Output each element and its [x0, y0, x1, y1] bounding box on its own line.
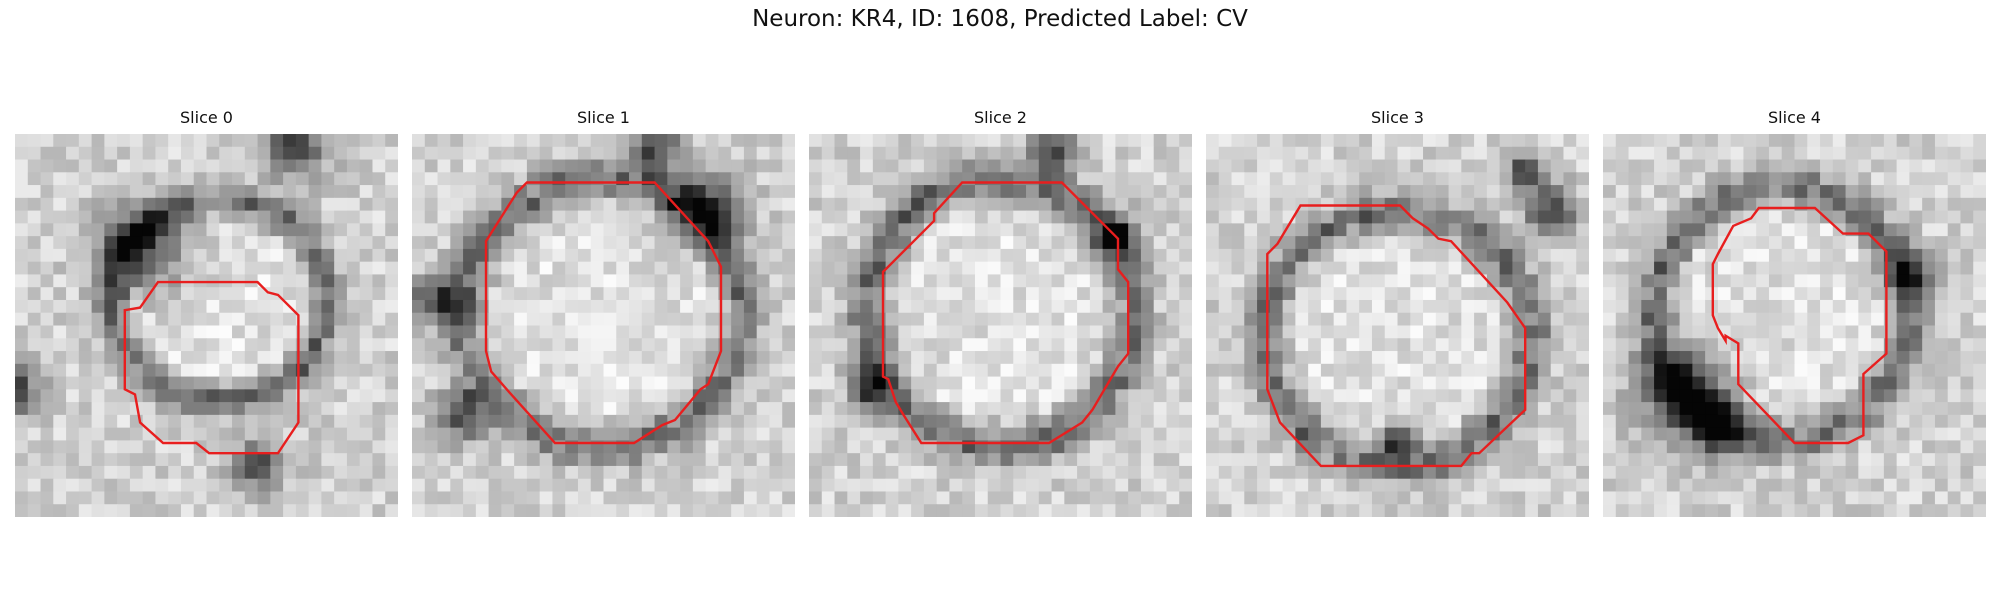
- slice-title: Slice 2: [974, 108, 1027, 127]
- microscopy-slice: [1603, 134, 1986, 517]
- slice-panel-3: Slice 3: [1206, 104, 1589, 517]
- slice-image: [15, 134, 398, 517]
- microscopy-slice: [15, 134, 398, 517]
- slice-title: Slice 1: [577, 108, 630, 127]
- microscopy-slice: [809, 134, 1192, 517]
- slice-image: [1206, 134, 1589, 517]
- slice-panel-2: Slice 2: [809, 104, 1192, 517]
- slice-image: [809, 134, 1192, 517]
- segmentation-contour: [484, 181, 723, 445]
- slice-title: Slice 3: [1371, 108, 1424, 127]
- slice-panel-4: Slice 4: [1603, 104, 1986, 517]
- figure-title: Neuron: KR4, ID: 1608, Predicted Label: …: [752, 6, 1248, 32]
- microscopy-slice: [1206, 134, 1589, 517]
- segmentation-contour: [1711, 206, 1888, 445]
- segmentation-contour: [123, 280, 300, 455]
- slice-title: Slice 0: [180, 108, 233, 127]
- slice-title: Slice 4: [1768, 108, 1821, 127]
- segmentation-contour: [1266, 204, 1527, 468]
- slice-panel-1: Slice 1: [412, 104, 795, 517]
- slice-panel-0: Slice 0: [15, 104, 398, 517]
- slice-image: [412, 134, 795, 517]
- microscopy-slice: [412, 134, 795, 517]
- segmentation-contour: [881, 181, 1130, 445]
- slice-image: [1603, 134, 1986, 517]
